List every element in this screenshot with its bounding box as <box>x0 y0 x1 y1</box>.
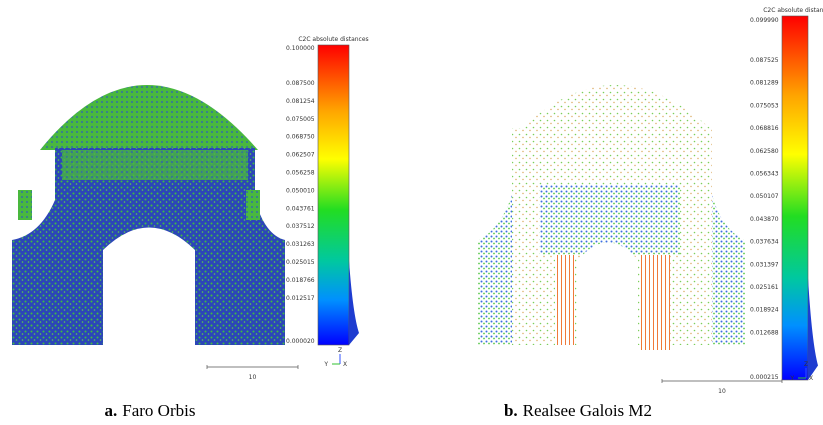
axis-label: Y <box>789 375 794 382</box>
scale-tick-label: 0.050010 <box>286 187 315 194</box>
scale-tick-label: 0.000020 <box>286 338 315 345</box>
scale-tick-label: 0.081254 <box>286 98 315 105</box>
caption-letter: b. <box>504 401 518 420</box>
scale-tick-label: 0.081289 <box>750 80 779 87</box>
axis-label: X <box>809 375 813 382</box>
figure: C2C absolute distances 0.100000 0.087500 0.… <box>0 0 823 425</box>
axis-label: X <box>343 361 347 368</box>
color-bar <box>318 45 349 345</box>
scale-tick-label: 0.043870 <box>750 216 779 223</box>
scale-tick-label: 0.037634 <box>750 239 779 246</box>
scale-tick-label: 0.012517 <box>286 295 315 302</box>
scale-bar-label: 10 <box>249 374 257 381</box>
axis-label: Z <box>338 347 342 354</box>
scale-tick-label: 0.075053 <box>750 102 779 109</box>
scale-tick-label: 0.087500 <box>286 80 315 87</box>
color-bar <box>782 16 808 380</box>
scale-tick-label: 0.025161 <box>750 284 779 291</box>
caption: b. Realsee Galois M2 <box>504 401 652 420</box>
axis-label: Z <box>804 361 808 368</box>
point-cloud-a <box>12 85 285 345</box>
scale-tick-label: 0.068816 <box>750 125 779 132</box>
scale-tick-label: 0.031397 <box>750 261 779 268</box>
scale-tick-label: 0.056258 <box>286 170 315 177</box>
histogram <box>349 261 359 345</box>
caption-text: Faro Orbis <box>122 401 195 420</box>
scale-tick-label: 0.037512 <box>286 223 315 230</box>
scale-title: C2C absolute distances <box>298 36 368 43</box>
histogram <box>808 278 818 380</box>
scale-tick-label: 0.075005 <box>286 116 315 123</box>
scale-tick-label: 0.056343 <box>750 171 779 178</box>
scale-tick-label: 0.031263 <box>286 241 315 248</box>
scale-tick-label: 0.043761 <box>286 205 315 212</box>
scale-tick-label: 0.100000 <box>286 45 315 52</box>
scale-title: C2C absolute distanc <box>763 7 823 14</box>
axis-label: Y <box>323 361 328 368</box>
scale-tick-label: 0.050107 <box>750 193 779 200</box>
scale-tick-label: 0.018924 <box>750 307 779 314</box>
scale-tick-label: 0.018766 <box>286 277 315 284</box>
scale-tick-label: 0.062580 <box>750 148 779 155</box>
scale-bar-label: 10 <box>718 388 726 395</box>
caption: a.Faro Orbis <box>105 401 196 420</box>
scale-tick-label: 0.062507 <box>286 152 315 159</box>
caption-letter: a. <box>105 401 118 420</box>
scale-tick-label: 0.068750 <box>286 134 315 141</box>
scale-tick-label: 0.099990 <box>750 17 779 24</box>
caption-text: Realsee Galois M2 <box>523 401 652 420</box>
scale-tick-label: 0.087525 <box>750 57 779 64</box>
scale-tick-label: 0.000215 <box>750 374 779 381</box>
point-cloud-b <box>478 85 745 350</box>
scale-tick-label: 0.012688 <box>750 329 779 336</box>
scale-tick-label: 0.025015 <box>286 259 315 266</box>
